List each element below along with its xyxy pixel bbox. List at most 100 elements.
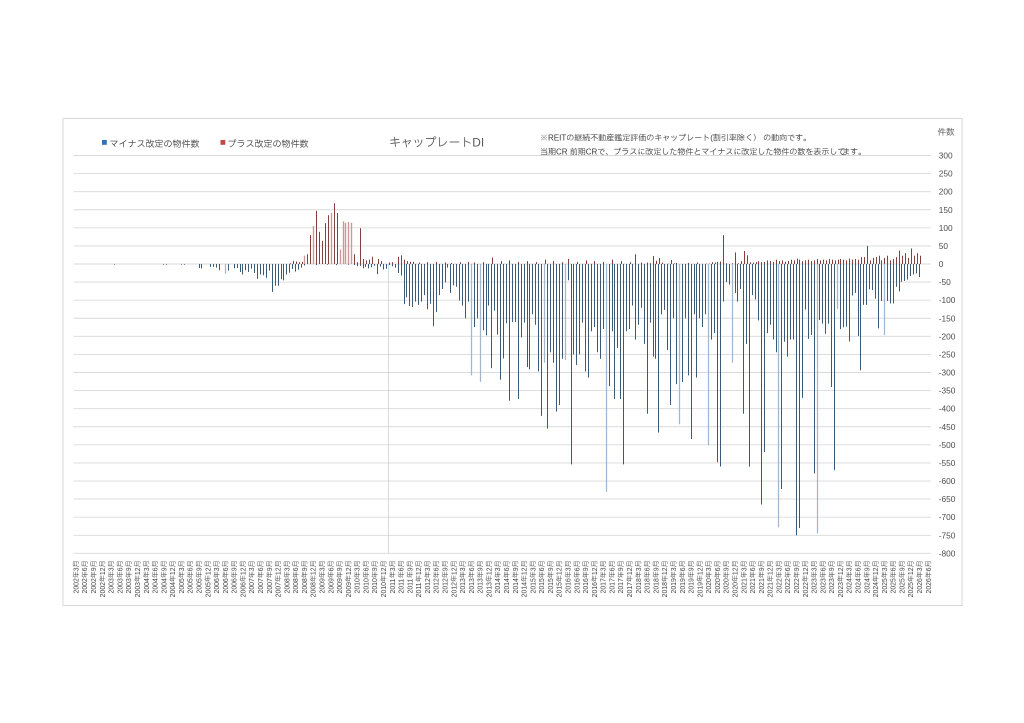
svg-text:2004: 2004: [144, 578, 151, 593]
svg-text:3: 3: [390, 567, 397, 571]
svg-text:-750: -750: [939, 530, 956, 540]
svg-text:2012: 2012: [434, 578, 441, 593]
svg-text:6: 6: [117, 567, 124, 571]
svg-text:2023: 2023: [838, 582, 845, 597]
svg-text:2014: 2014: [513, 578, 520, 593]
svg-text:3: 3: [144, 567, 151, 571]
svg-text:2026: 2026: [926, 578, 933, 593]
svg-text:100: 100: [939, 223, 953, 233]
svg-text:3: 3: [109, 567, 116, 571]
svg-text:12: 12: [522, 567, 529, 575]
svg-text:2006: 2006: [223, 578, 230, 593]
svg-text:2012: 2012: [451, 582, 458, 597]
svg-text:9: 9: [583, 567, 590, 571]
svg-text:9: 9: [653, 567, 660, 571]
svg-text:-350: -350: [939, 386, 956, 396]
svg-text:6: 6: [891, 567, 898, 571]
svg-text:3: 3: [882, 567, 889, 571]
svg-text:2008: 2008: [302, 578, 309, 593]
svg-text:2017: 2017: [618, 578, 625, 593]
svg-text:2019: 2019: [671, 578, 678, 593]
svg-text:3: 3: [284, 567, 291, 571]
svg-text:-300: -300: [939, 368, 956, 378]
svg-text:2014: 2014: [504, 578, 511, 593]
svg-text:2016: 2016: [583, 578, 590, 593]
svg-text:9: 9: [759, 567, 766, 571]
svg-text:6: 6: [609, 567, 616, 571]
svg-text:9: 9: [196, 567, 203, 571]
svg-text:2025: 2025: [891, 578, 898, 593]
svg-text:3: 3: [601, 567, 608, 571]
svg-text:6: 6: [926, 567, 933, 571]
svg-text:6: 6: [399, 567, 406, 571]
svg-text:2015: 2015: [530, 578, 537, 593]
svg-text:3: 3: [355, 567, 362, 571]
svg-text:2015: 2015: [557, 582, 564, 597]
svg-text:-500: -500: [939, 440, 956, 450]
svg-text:-250: -250: [939, 349, 956, 359]
svg-text:12: 12: [627, 567, 634, 575]
svg-text:2025: 2025: [899, 578, 906, 593]
svg-text:6: 6: [223, 567, 230, 571]
svg-text:2025: 2025: [882, 578, 889, 593]
svg-text:6: 6: [504, 567, 511, 571]
svg-text:2021: 2021: [741, 578, 748, 593]
svg-text:2013: 2013: [469, 578, 476, 593]
svg-text:2022: 2022: [776, 578, 783, 593]
svg-text:2015: 2015: [539, 578, 546, 593]
svg-text:2017: 2017: [609, 578, 616, 593]
svg-text:3: 3: [917, 567, 924, 571]
svg-text:6: 6: [785, 567, 792, 571]
svg-text:2007: 2007: [258, 578, 265, 593]
svg-text:6: 6: [820, 567, 827, 571]
svg-text:12: 12: [908, 567, 915, 575]
svg-text:-200: -200: [939, 331, 956, 341]
svg-text:6: 6: [469, 567, 476, 571]
svg-text:2011: 2011: [407, 579, 414, 594]
svg-text:2022: 2022: [794, 578, 801, 593]
svg-text:9: 9: [443, 567, 450, 571]
svg-text:2022: 2022: [803, 582, 810, 597]
svg-text:6: 6: [574, 567, 581, 571]
svg-text:2004: 2004: [170, 582, 177, 597]
svg-text:12: 12: [662, 567, 669, 575]
svg-text:2018: 2018: [653, 578, 660, 593]
svg-text:9: 9: [267, 567, 274, 571]
svg-text:-550: -550: [939, 458, 956, 468]
svg-text:-650: -650: [939, 494, 956, 504]
svg-text:2007: 2007: [249, 578, 256, 593]
svg-text:9: 9: [513, 567, 520, 571]
svg-text:12: 12: [381, 567, 388, 575]
svg-text:2018: 2018: [662, 582, 669, 597]
svg-text:6: 6: [153, 567, 160, 571]
svg-text:6: 6: [328, 567, 335, 571]
svg-text:3: 3: [812, 567, 819, 571]
svg-text:2020: 2020: [732, 582, 739, 597]
svg-text:3: 3: [530, 567, 537, 571]
svg-text:CR: CR: [556, 148, 568, 157]
svg-text:2010: 2010: [381, 582, 388, 597]
svg-text:2007: 2007: [267, 578, 274, 593]
svg-text:3: 3: [214, 567, 221, 571]
svg-text:12: 12: [135, 567, 142, 575]
svg-text:9: 9: [548, 567, 555, 571]
svg-text:-700: -700: [939, 512, 956, 522]
svg-text:6: 6: [645, 567, 652, 571]
svg-text:2002: 2002: [82, 578, 89, 593]
svg-text:12: 12: [592, 567, 599, 575]
svg-text:2002: 2002: [100, 582, 107, 597]
svg-text:2011: 2011: [399, 579, 406, 594]
svg-text:て: て: [837, 148, 845, 157]
svg-text:2005: 2005: [196, 578, 203, 593]
svg-text:-600: -600: [939, 476, 956, 486]
svg-text:3: 3: [460, 567, 467, 571]
svg-text:3: 3: [671, 567, 678, 571]
svg-text:12: 12: [486, 567, 493, 575]
svg-text:CR: CR: [586, 148, 598, 157]
svg-text:2023: 2023: [820, 578, 827, 593]
svg-text:9: 9: [724, 567, 731, 571]
svg-text:2017: 2017: [601, 578, 608, 593]
svg-text:9: 9: [618, 567, 625, 571]
svg-text:2009: 2009: [319, 578, 326, 593]
svg-text:3: 3: [741, 567, 748, 571]
